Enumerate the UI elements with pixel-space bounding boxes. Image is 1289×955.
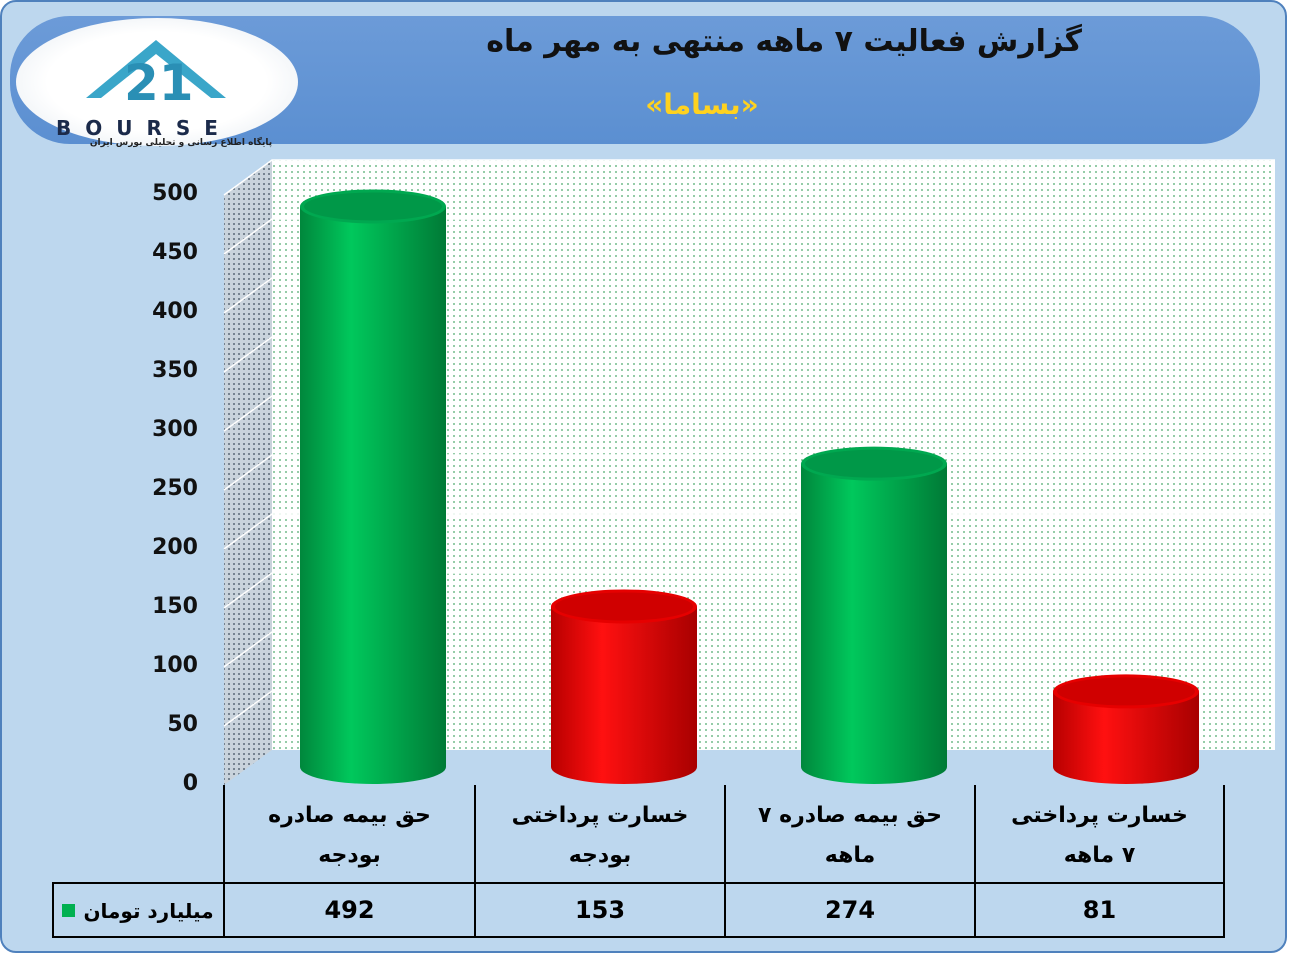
logo-text: BOURSE — [56, 116, 232, 140]
data-value-label: 153 — [574, 896, 626, 924]
bar — [1053, 674, 1199, 784]
data-value-label: 274 — [824, 896, 876, 924]
y-tick-label: 150 — [152, 594, 198, 619]
bar-body — [300, 206, 446, 784]
y-tick-label: 200 — [152, 535, 198, 560]
y-tick-label: 100 — [152, 653, 198, 678]
y-tick-label: 0 — [182, 771, 198, 796]
bourse-logo: 21 BOURSE پایگاه اطلاع رسانی و تحلیلی بو… — [16, 18, 298, 148]
data-value-label: 81 — [1082, 896, 1117, 924]
bar — [551, 589, 697, 784]
bar — [300, 189, 446, 784]
data-value-label: 492 — [324, 896, 375, 924]
y-tick-label: 50 — [167, 712, 198, 737]
legend-label: میلیارد تومان — [83, 898, 214, 923]
gridline — [223, 277, 1275, 314]
bar-body — [551, 606, 697, 784]
bar-top-inner — [1057, 677, 1195, 706]
gridline — [223, 218, 1275, 255]
chart-title: گزارش فعالیت ۷ ماهه منتهی به مهر ماه — [486, 24, 1082, 59]
legend: میلیارد تومان — [52, 883, 224, 938]
y-tick-label: 400 — [152, 299, 198, 324]
table-lines — [52, 785, 1225, 938]
gridline — [223, 395, 1275, 432]
svg-text:21: 21 — [124, 54, 194, 112]
category-label: حق بیمه صادره ۷ ماهه — [758, 803, 942, 868]
bar-body — [801, 463, 947, 784]
legend-swatch — [62, 904, 76, 917]
gridline — [223, 159, 1275, 196]
category-label: حق بیمه صادره بودجه — [268, 803, 431, 868]
gridline — [223, 454, 1275, 491]
logo-mark-icon: 21 — [86, 40, 226, 112]
bar-body — [1053, 691, 1199, 784]
bars-group — [300, 189, 1199, 784]
category-label: خسارت پرداختی بودجه — [511, 803, 689, 868]
y-tick-label: 500 — [152, 181, 198, 206]
y-tick-label: 350 — [152, 358, 198, 383]
y-tick-label: 300 — [152, 417, 198, 442]
bar-top-inner — [304, 192, 442, 221]
y-tick-label: 450 — [152, 240, 198, 265]
bar — [801, 446, 947, 784]
y-tick-label: 250 — [152, 476, 198, 501]
bar-top-inner — [805, 449, 943, 478]
category-label: خسارت پرداختی ۷ ماهه — [1011, 803, 1188, 868]
data-table: میلیارد تومان حق بیمه صادره بودجه خسارت پ… — [52, 785, 1225, 938]
gridline — [223, 336, 1275, 373]
chart-subtitle: «بساما» — [645, 88, 759, 121]
logo-subtitle: پایگاه اطلاع رسانی و تحلیلی بورس ایران — [89, 138, 273, 148]
bar-top-inner — [555, 592, 693, 621]
